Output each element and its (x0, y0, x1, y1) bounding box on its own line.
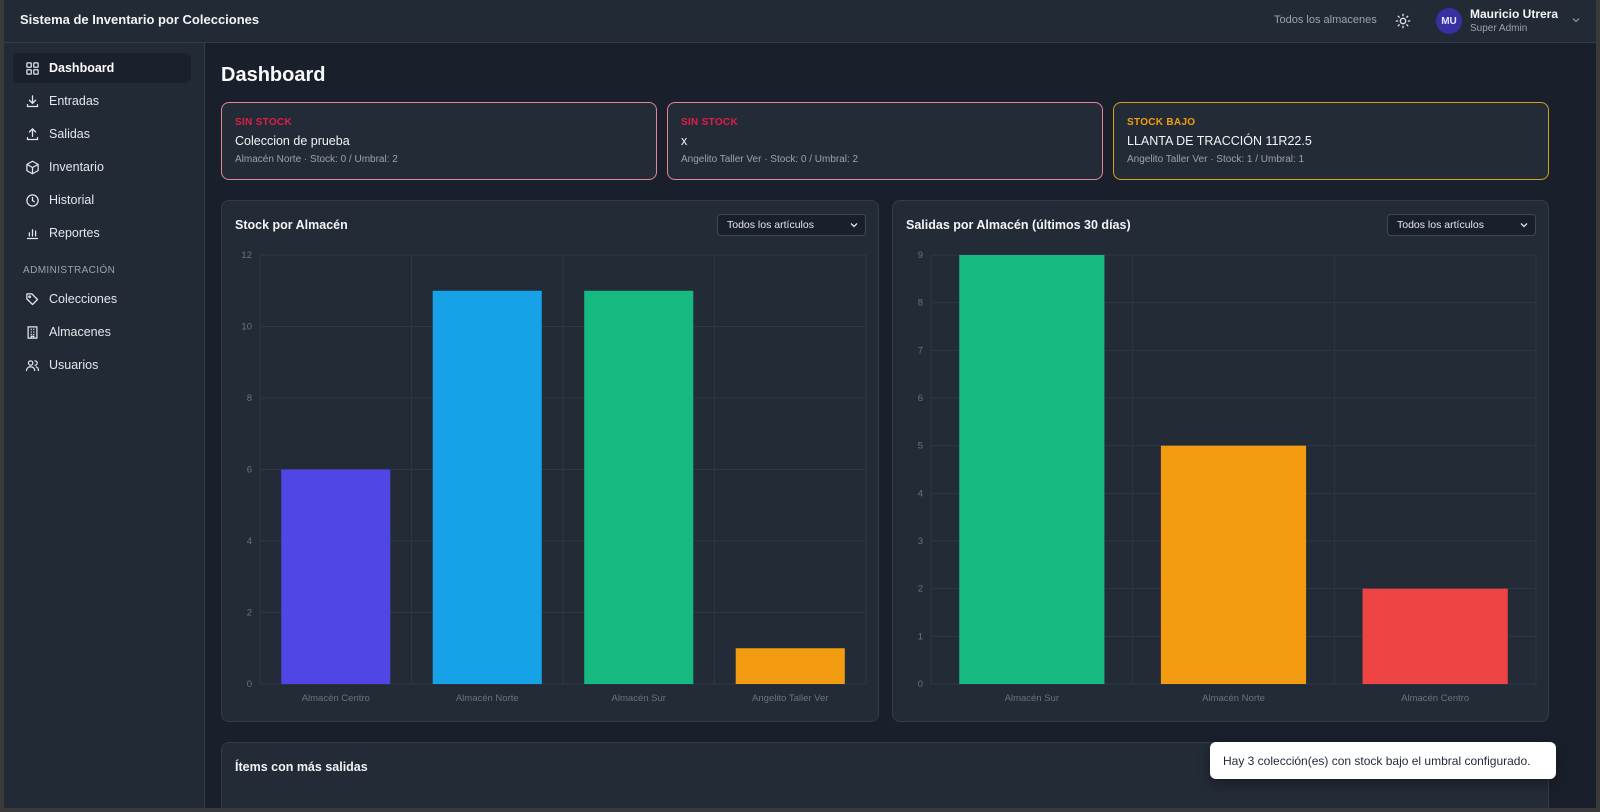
sidebar-item-inventario[interactable]: Inventario (13, 152, 191, 182)
y-tick-label: 9 (918, 250, 923, 261)
theme-toggle-button[interactable] (1392, 10, 1414, 32)
chevron-down-icon (1572, 18, 1580, 23)
y-tick-label: 6 (918, 393, 923, 404)
x-tick-label: Almacén Centro (302, 693, 370, 704)
y-tick-label: 4 (918, 488, 923, 499)
y-tick-label: 12 (241, 250, 252, 261)
chevron-down-icon (850, 223, 858, 228)
top-items-title: Ítems con más salidas (235, 760, 368, 774)
y-tick-label: 8 (247, 393, 252, 404)
sidebar-item-reportes[interactable]: Reportes (13, 218, 191, 248)
alert-collection-name: Coleccion de prueba (235, 134, 350, 148)
grid-icon (24, 60, 40, 76)
sidebar-item-almacenes[interactable]: Almacenes (13, 317, 191, 347)
x-tick-label: Almacén Sur (612, 693, 666, 704)
y-tick-label: 6 (247, 465, 252, 476)
sidebar-item-label: Salidas (49, 127, 90, 141)
y-tick-label: 0 (247, 679, 252, 690)
x-tick-label: Almacén Norte (1202, 693, 1265, 704)
sidebar-item-label: Entradas (49, 94, 100, 108)
alert-meta: Angelito Taller Ver · Stock: 1 / Umbral:… (1127, 154, 1305, 165)
bar[interactable] (281, 469, 391, 685)
bar-chart-icon (24, 225, 40, 241)
bar[interactable] (959, 255, 1105, 684)
stock-bar-chart: 0 2 4 6 8 10 12 Almacén Centro Almacén Norte Alma… (241, 250, 867, 704)
stock-alert-card[interactable]: STOCK BAJO LLANTA DE TRACCIÓN 11R22.5 An… (1113, 102, 1549, 180)
chevron-down-icon (1520, 223, 1528, 228)
y-tick-label: 1 (918, 631, 923, 642)
stock-alert-card[interactable]: SIN STOCK x Angelito Taller Ver · Stock:… (667, 102, 1103, 180)
sidebar-item-usuarios[interactable]: Usuarios (13, 350, 191, 380)
sun-icon (1395, 13, 1411, 29)
app-window: Sistema de Inventario por Colecciones To… (4, 0, 1596, 808)
alert-collection-name: x (681, 134, 688, 148)
y-tick-label: 3 (918, 536, 923, 547)
sidebar-item-historial[interactable]: Historial (13, 185, 191, 215)
chart-title: Stock por Almacén (235, 218, 348, 232)
sidebar-item-label: Inventario (49, 160, 104, 174)
stock-chart-card: Stock por Almacén Todos los artículos 0 2… (221, 200, 879, 722)
y-tick-label: 2 (247, 608, 252, 619)
users-icon (24, 357, 40, 373)
sidebar-section-label: ADMINISTRACIÓN (23, 265, 116, 276)
x-tick-label: Almacén Sur (1005, 693, 1059, 704)
article-filter-select[interactable]: Todos los artículos (1387, 214, 1536, 236)
bar[interactable] (1362, 588, 1508, 684)
warehouse-filter[interactable]: Todos los almacenes (1274, 14, 1377, 26)
upload-icon (24, 126, 40, 142)
box-icon (24, 159, 40, 175)
alert-kind: SIN STOCK (235, 117, 292, 128)
alert-meta: Almacén Norte · Stock: 0 / Umbral: 2 (235, 154, 398, 165)
page-title: Dashboard (221, 64, 326, 86)
select-value: Todos los artículos (1397, 219, 1484, 231)
sidebar-item-label: Dashboard (49, 61, 115, 75)
tag-icon (24, 291, 40, 307)
sidebar-item-label: Usuarios (49, 358, 99, 372)
bar[interactable] (584, 290, 694, 684)
x-tick-label: Angelito Taller Ver (752, 693, 828, 704)
salidas-bar-chart: 0 1 2 3 4 5 6 7 8 9 Almacén Sur Almacén Norte Almacé… (918, 250, 1537, 704)
sidebar-item-dashboard[interactable]: Dashboard (13, 53, 191, 83)
alert-kind: SIN STOCK (681, 117, 738, 128)
sidebar-item-entradas[interactable]: Entradas (13, 86, 191, 116)
bar[interactable] (432, 290, 542, 684)
sidebar-item-label: Almacenes (49, 325, 111, 339)
bar[interactable] (1160, 445, 1307, 684)
y-tick-label: 0 (918, 679, 923, 690)
x-tick-label: Almacén Centro (1401, 693, 1469, 704)
low-stock-toast[interactable]: Hay 3 colección(es) con stock bajo el um… (1210, 742, 1556, 779)
y-tick-label: 8 (918, 298, 923, 309)
alert-kind: STOCK BAJO (1127, 117, 1196, 128)
x-tick-label: Almacén Norte (456, 693, 519, 704)
y-tick-label: 4 (247, 536, 252, 547)
sidebar: Dashboard Entradas Salidas Inventario Hi… (4, 43, 205, 808)
article-filter-select[interactable]: Todos los artículos (717, 214, 866, 236)
y-tick-label: 2 (918, 584, 923, 595)
user-menu[interactable]: MU Mauricio Utrera Super Admin (1436, 6, 1586, 38)
y-tick-label: 7 (918, 345, 923, 356)
stock-alert-card[interactable]: SIN STOCK Coleccion de prueba Almacén No… (221, 102, 657, 180)
y-tick-label: 10 (241, 322, 252, 333)
app-title: Sistema de Inventario por Colecciones (20, 12, 260, 27)
sidebar-item-label: Colecciones (49, 292, 118, 306)
avatar: MU (1436, 8, 1462, 34)
y-tick-label: 5 (918, 441, 923, 452)
chart-title: Salidas por Almacén (últimos 30 días) (906, 218, 1131, 232)
building-icon (24, 324, 40, 340)
clock-icon (24, 192, 40, 208)
salidas-chart-card: Salidas por Almacén (últimos 30 días) To… (892, 200, 1549, 722)
bar[interactable] (735, 648, 845, 684)
sidebar-item-colecciones[interactable]: Colecciones (13, 284, 191, 314)
sidebar-item-salidas[interactable]: Salidas (13, 119, 191, 149)
download-icon (24, 93, 40, 109)
sidebar-item-label: Reportes (49, 226, 100, 240)
user-role: Super Admin (1470, 23, 1528, 34)
select-value: Todos los artículos (727, 219, 814, 231)
top-bar: Sistema de Inventario por Colecciones To… (4, 0, 1596, 43)
sidebar-item-label: Historial (49, 193, 95, 207)
alert-meta: Angelito Taller Ver · Stock: 0 / Umbral:… (681, 154, 859, 165)
alert-collection-name: LLANTA DE TRACCIÓN 11R22.5 (1127, 134, 1312, 148)
user-name: Mauricio Utrera (1470, 7, 1559, 21)
